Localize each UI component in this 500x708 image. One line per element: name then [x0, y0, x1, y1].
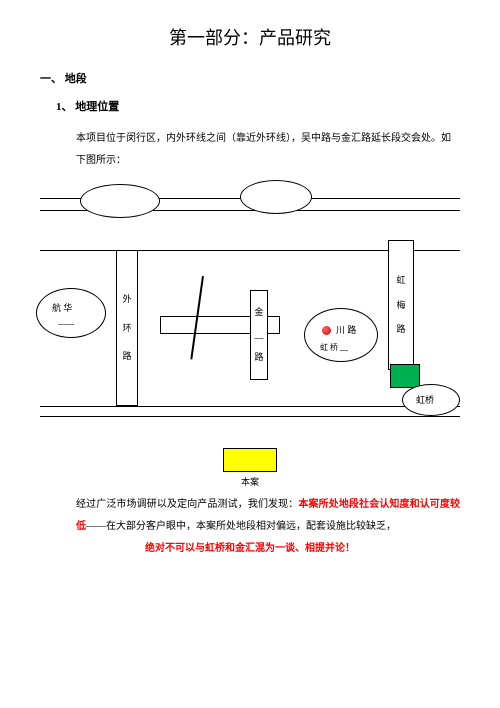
label-hanghua-sub: ﹏﹏	[58, 316, 74, 328]
conclusion-lead: 经过广泛市场调研以及定向产品测试，我们发现：	[76, 499, 298, 510]
conclusion-paragraph: 经过广泛市场调研以及定向产品测试，我们发现：本案所处地段社会认知度和认可度较低—…	[76, 494, 460, 538]
diagram-ellipse	[240, 180, 312, 214]
caption-label: 本案	[241, 477, 259, 487]
diagram-line	[40, 406, 460, 407]
label-outer-ring-1: 外	[122, 292, 131, 306]
section-label: 地段	[65, 73, 87, 85]
conclusion-red2-line: 绝对不可以与虹桥和金汇混为一谈、相提并论！	[40, 538, 460, 560]
jin-road-box: 金 ﹏ 路	[250, 290, 268, 380]
label-hongmei-1: 虹	[396, 273, 405, 287]
intro-paragraph: 本项目位于闵行区，内外环线之间（靠近外环线），吴中路与金汇路延长段交会处。如下图…	[76, 128, 460, 172]
label-jin-3: 路	[254, 350, 263, 364]
label-outer-ring-3: 路	[122, 349, 131, 363]
subsection-heading: 1、 地理位置	[56, 98, 460, 114]
label-outer-ring-2: 环	[122, 321, 131, 335]
subsection-label: 地理位置	[75, 101, 119, 113]
location-diagram: 航 华 ﹏﹏ 外 环 路 金 ﹏ 路 虹 梅 路 川 路 虹 桥 ﹏ 虹桥	[40, 180, 460, 440]
label-chuan: 川 路	[336, 324, 356, 338]
diagram-line	[40, 416, 460, 417]
yellow-legend-box	[223, 448, 277, 472]
label-hongmei-3: 路	[396, 322, 405, 336]
section-number: 一、	[40, 73, 62, 85]
label-jin-2: ﹏	[254, 328, 263, 342]
label-jin-1: 金	[254, 305, 263, 319]
section-heading: 一、 地段	[40, 70, 460, 86]
label-hongqiao: 虹桥	[416, 394, 434, 408]
conclusion-mid: ——在大部分客户眼中，本案所处地段相对偏远，配套设施比较缺乏，	[86, 521, 396, 532]
hongmei-road-box: 虹 梅 路	[388, 240, 414, 370]
diagram-ellipse	[80, 184, 160, 218]
green-marker	[390, 364, 420, 388]
page-title: 第一部分：产品研究	[40, 24, 460, 50]
label-hongqiao-sub: 虹 桥 ﹏	[320, 342, 348, 354]
label-hanghua: 航 华	[52, 302, 72, 316]
red-dot-icon	[322, 326, 331, 335]
conclusion-red2: 绝对不可以与虹桥和金汇混为一谈、相提并论！	[145, 543, 355, 554]
outer-ring-road-box: 外 环 路	[116, 250, 138, 406]
subsection-number: 1、	[56, 101, 73, 113]
label-hongmei-2: 梅	[396, 298, 405, 312]
caption-row: 本案	[40, 448, 460, 488]
